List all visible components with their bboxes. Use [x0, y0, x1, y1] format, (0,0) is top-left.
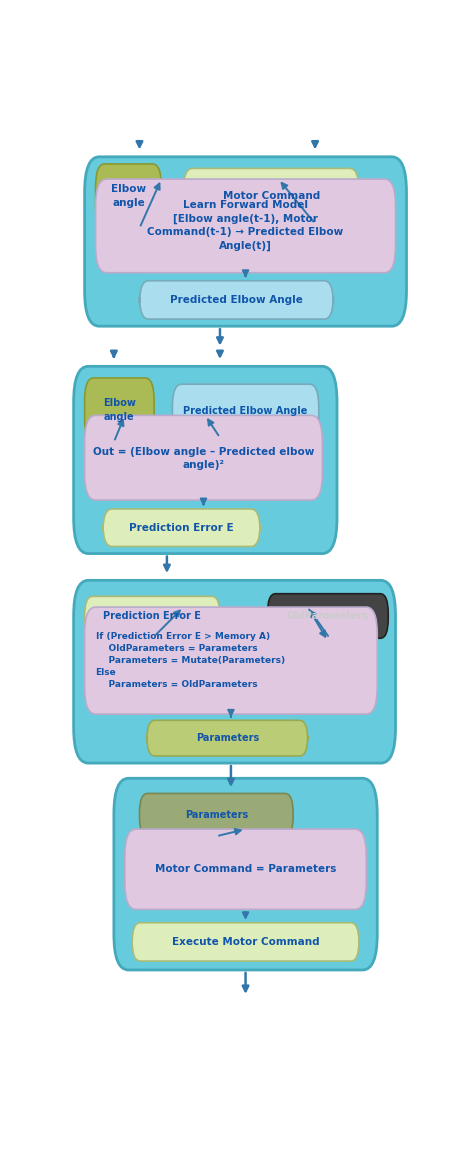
- FancyBboxPatch shape: [84, 607, 377, 714]
- FancyBboxPatch shape: [172, 384, 319, 438]
- FancyBboxPatch shape: [84, 156, 406, 327]
- Text: If (Prediction Error E > Memory A)
    OldParameters = Parameters
    Parameters: If (Prediction Error E > Memory A) OldPa…: [95, 632, 285, 689]
- FancyBboxPatch shape: [74, 580, 396, 763]
- FancyBboxPatch shape: [132, 923, 359, 961]
- Text: Predicted Elbow Angle: Predicted Elbow Angle: [170, 295, 303, 306]
- FancyBboxPatch shape: [74, 366, 337, 554]
- Text: Learn Forward Model
[Elbow angle(t-1), Motor
Command(t-1) → Predicted Elbow
Angl: Learn Forward Model [Elbow angle(t-1), M…: [147, 200, 344, 250]
- FancyBboxPatch shape: [268, 594, 388, 638]
- FancyBboxPatch shape: [140, 793, 293, 836]
- FancyBboxPatch shape: [95, 179, 396, 273]
- FancyBboxPatch shape: [84, 596, 220, 637]
- Text: Parameters: Parameters: [195, 733, 259, 743]
- Text: Parameters: Parameters: [185, 809, 248, 820]
- Text: OldParameters: OldParameters: [287, 611, 369, 621]
- FancyBboxPatch shape: [95, 164, 161, 228]
- FancyBboxPatch shape: [84, 416, 322, 500]
- Text: Execute Motor Command: Execute Motor Command: [172, 937, 320, 947]
- FancyBboxPatch shape: [125, 829, 366, 909]
- FancyBboxPatch shape: [140, 280, 333, 320]
- Text: Prediction Error E: Prediction Error E: [129, 522, 234, 533]
- FancyBboxPatch shape: [147, 720, 308, 756]
- FancyBboxPatch shape: [114, 778, 377, 970]
- Text: Prediction Error E: Prediction Error E: [103, 611, 201, 621]
- FancyBboxPatch shape: [103, 510, 260, 547]
- Text: Elbow
angle: Elbow angle: [103, 398, 136, 422]
- Text: Motor Command = Parameters: Motor Command = Parameters: [155, 864, 336, 874]
- FancyBboxPatch shape: [84, 378, 154, 442]
- Text: Elbow
angle: Elbow angle: [111, 184, 146, 207]
- Text: Predicted Elbow Angle: Predicted Elbow Angle: [183, 406, 308, 416]
- FancyBboxPatch shape: [183, 168, 359, 223]
- Text: Motor Command: Motor Command: [222, 191, 320, 201]
- Text: Out = (Elbow angle – Predicted elbow
angle)²: Out = (Elbow angle – Predicted elbow ang…: [93, 447, 314, 470]
